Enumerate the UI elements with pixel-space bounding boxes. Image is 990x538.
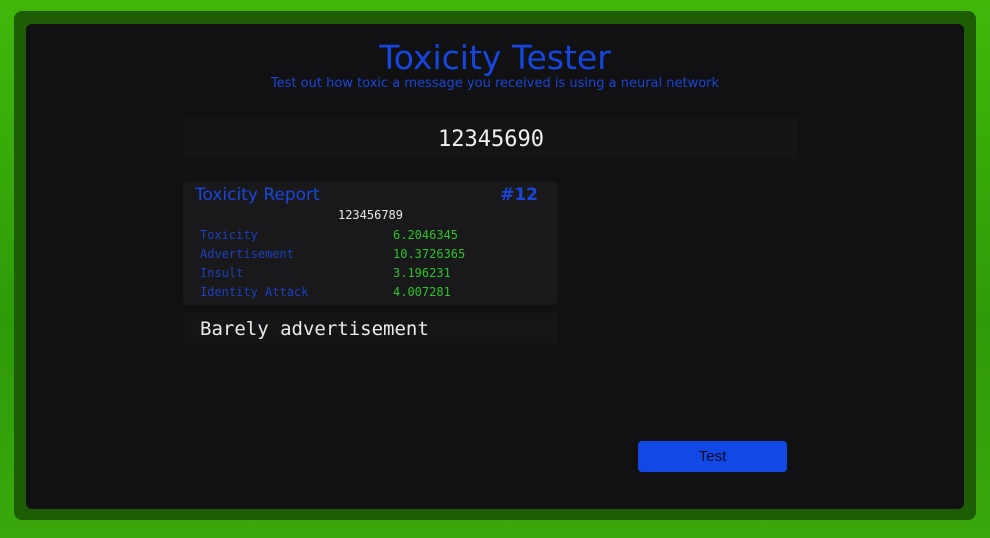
report-title: Toxicity Report bbox=[195, 185, 320, 205]
toxicity-report: Toxicity Report #12 123456789 Toxicity 6.… bbox=[183, 182, 558, 305]
report-row: Advertisement 10.3726365 bbox=[200, 247, 465, 261]
test-button[interactable]: Test bbox=[638, 441, 787, 472]
row-label: Toxicity bbox=[200, 228, 258, 242]
row-value: 10.3726365 bbox=[393, 247, 466, 261]
row-label: Advertisement bbox=[200, 247, 294, 261]
row-label: Identity Attack bbox=[200, 285, 309, 299]
row-label: Insult bbox=[200, 266, 244, 280]
row-value: 3.196231 bbox=[393, 266, 451, 280]
report-row: Toxicity 6.2046345 bbox=[200, 228, 458, 242]
row-value: 6.2046345 bbox=[393, 228, 459, 242]
page-subtitle: Test out how toxic a message you receive… bbox=[270, 76, 720, 91]
main-panel: Toxicity Tester Test out how toxic a mes… bbox=[26, 24, 964, 509]
report-number: #12 bbox=[500, 185, 538, 205]
report-message: 123456789 bbox=[337, 208, 404, 222]
row-value: 4.007281 bbox=[393, 285, 451, 299]
report-row: Identity Attack 4.007281 bbox=[200, 285, 451, 299]
message-input[interactable]: 12345690 bbox=[184, 116, 798, 158]
report-row: Insult 3.196231 bbox=[200, 266, 451, 280]
verdict-text: Barely advertisement bbox=[185, 313, 558, 343]
page-title: Toxicity Tester bbox=[379, 38, 611, 77]
